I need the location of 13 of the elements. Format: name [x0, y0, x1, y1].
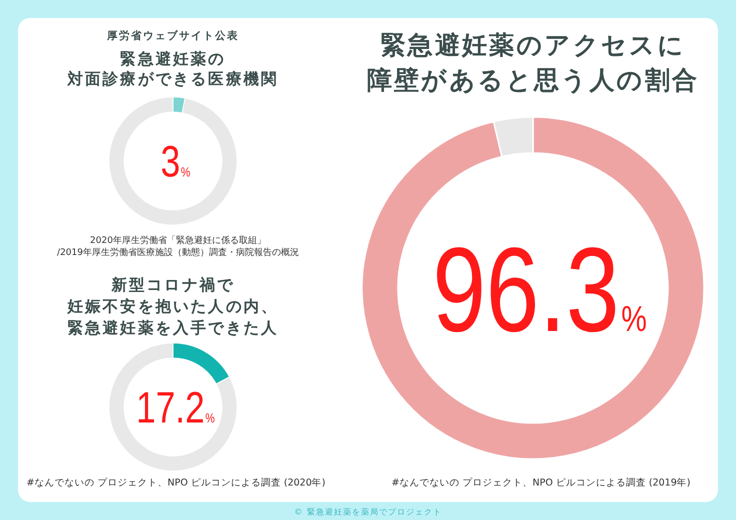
title: 緊急避妊薬のアクセスに: [380, 30, 686, 60]
subtitle: 厚労省ウェブサイト公表: [107, 30, 239, 42]
title: 障壁があると思う人の割合: [366, 66, 700, 94]
annotation: #なんでないの プロジェクト、NPO ピルコンによる調査 (2020年): [26, 478, 326, 488]
title: 緊急避妊薬を入手できた人: [67, 319, 279, 337]
title: 妊娠不安を抱いた人の内、: [67, 298, 279, 316]
annotation: © 緊急避妊薬を薬局でプロジェクト: [294, 508, 442, 516]
title: 新型コロナ禍で: [111, 276, 235, 294]
annotation: #なんでないの プロジェクト、NPO ピルコンによる調査 (2019年): [392, 478, 690, 488]
title: 緊急避妊薬の: [120, 50, 226, 68]
title: 対面診療ができる医療機関: [67, 70, 279, 88]
annotation: /2019年厚生労働省医療施設（動態）調査・病院報告の概況: [57, 248, 299, 258]
annotation: 2020年厚生労働省「緊急避妊に係る取組」: [90, 236, 266, 246]
